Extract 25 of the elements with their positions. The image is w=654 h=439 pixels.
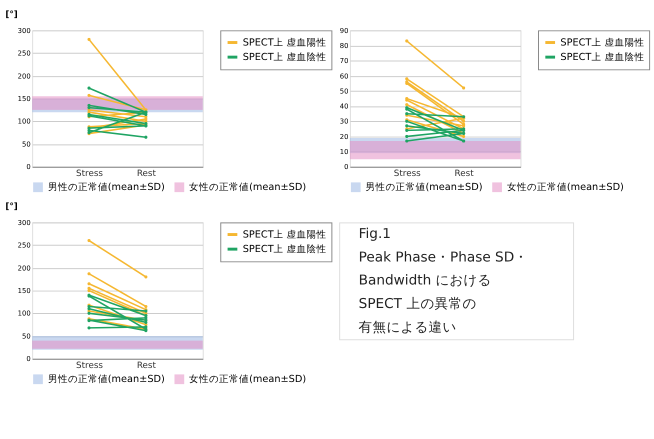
legend-label: SPECT上 虚血陰性 (560, 51, 644, 64)
caption: Fig.1 (358, 226, 391, 242)
legend-label: SPECT上 虚血陽性 (242, 228, 327, 240)
legend-label: SPECT上 虚血陰性 (242, 51, 327, 64)
x-tick-label: Rest (136, 169, 156, 180)
x-tick-label: Rest (454, 169, 474, 180)
legend-label: 女性の正常値(mean±SD) (189, 373, 306, 386)
y-axis-title: [°] (5, 202, 18, 212)
legend-label: SPECT上 虚血陽性 (560, 36, 644, 48)
text: Bandwidth における (358, 272, 492, 289)
legend-label: 男性の正常値(mean±SD) (48, 373, 165, 386)
x-tick-label: Stress (76, 361, 104, 372)
x-tick-label: Stress (76, 169, 104, 180)
legend-label: 男性の正常値(mean±SD) (48, 181, 165, 194)
x-tick-label: Rest (136, 361, 156, 372)
x-tick-label: Stress (394, 169, 422, 180)
legend-label: SPECT上 虚血陽性 (242, 36, 327, 48)
text: 有無による違い (358, 320, 457, 336)
text: Peak Phase・Phase SD・ (358, 249, 528, 266)
legend-label: 男性の正常値(mean±SD) (366, 181, 483, 194)
text: SPECT 上の異常の (358, 296, 476, 312)
y-axis-title: [°] (5, 10, 18, 20)
legend-label: 女性の正常値(mean±SD) (189, 181, 306, 194)
legend-label: 女性の正常値(mean±SD) (506, 181, 624, 194)
legend-label: SPECT上 虚血陰性 (242, 243, 327, 256)
